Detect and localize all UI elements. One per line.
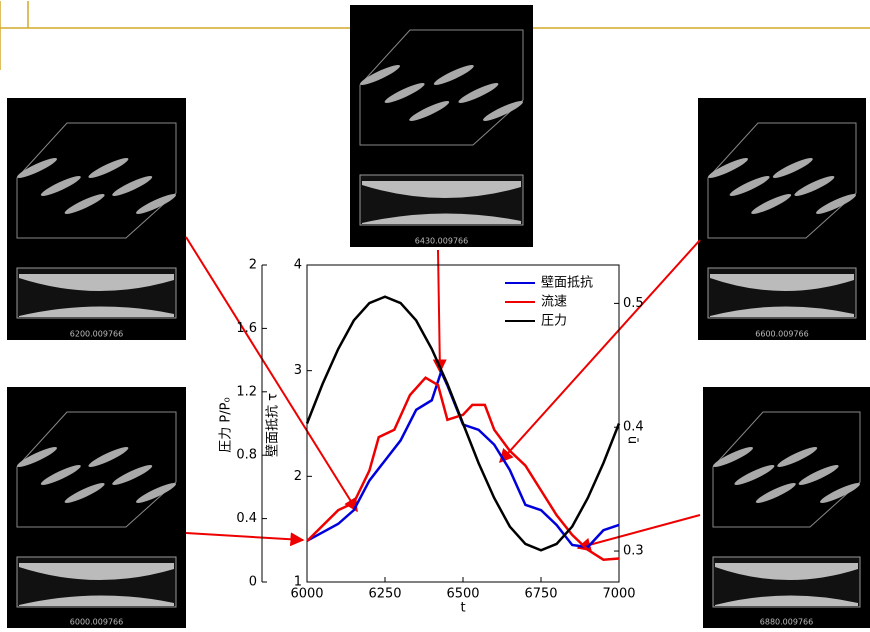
y3-tick-label: 0.4 (236, 511, 257, 526)
y2-tick-label: 0.5 (623, 296, 644, 311)
image-caption: 6430.009766 (415, 237, 468, 246)
image-caption: 6880.009766 (760, 618, 813, 627)
x-tick-label: 6750 (524, 587, 557, 602)
y3-tick-label: 0 (249, 575, 257, 590)
y3-tick-label: 0.8 (236, 448, 257, 463)
image-panel: 6200.009766 (7, 98, 186, 340)
image-caption: 6600.009766 (755, 330, 808, 339)
image-caption: 6000.009766 (70, 618, 123, 627)
y-tick-label: 4 (294, 258, 302, 273)
series-line (307, 378, 619, 560)
legend-label: 圧力 (541, 314, 567, 329)
y-axis-label: 壁面抵抗 τ (266, 393, 281, 457)
x-axis-label: t (460, 601, 465, 616)
y2-axis-label: ū (625, 436, 640, 444)
image-panel: 6600.009766 (698, 98, 866, 340)
y-tick-label: 1 (294, 575, 302, 590)
series-line (307, 372, 619, 547)
image-caption: 6200.009766 (70, 330, 123, 339)
slide: 6200.009766 6430.009766 6600.009766 6000.00… (0, 0, 870, 628)
legend-label: 流速 (541, 295, 567, 310)
arrows (186, 237, 700, 548)
x-tick-label: 7000 (602, 587, 635, 602)
image-panel: 6880.009766 (703, 387, 870, 628)
series-line (307, 297, 619, 551)
y3-tick-label: 1.6 (236, 321, 257, 336)
y2-tick-label: 0.4 (623, 420, 644, 435)
image-panel: 6430.009766 (350, 5, 533, 247)
y-tick-label: 3 (294, 363, 302, 378)
legend-label: 壁面抵抗 (541, 276, 593, 291)
y-tick-label: 2 (294, 469, 302, 484)
image-panel: 6000.009766 (7, 387, 186, 628)
y3-tick-label: 2 (249, 258, 257, 273)
y3-axis-label: 圧力 P/P₀ (219, 397, 234, 452)
x-tick-label: 6500 (446, 587, 479, 602)
x-tick-label: 6250 (368, 587, 401, 602)
y3-tick-label: 1.2 (236, 384, 257, 399)
y2-tick-label: 0.3 (623, 544, 644, 559)
